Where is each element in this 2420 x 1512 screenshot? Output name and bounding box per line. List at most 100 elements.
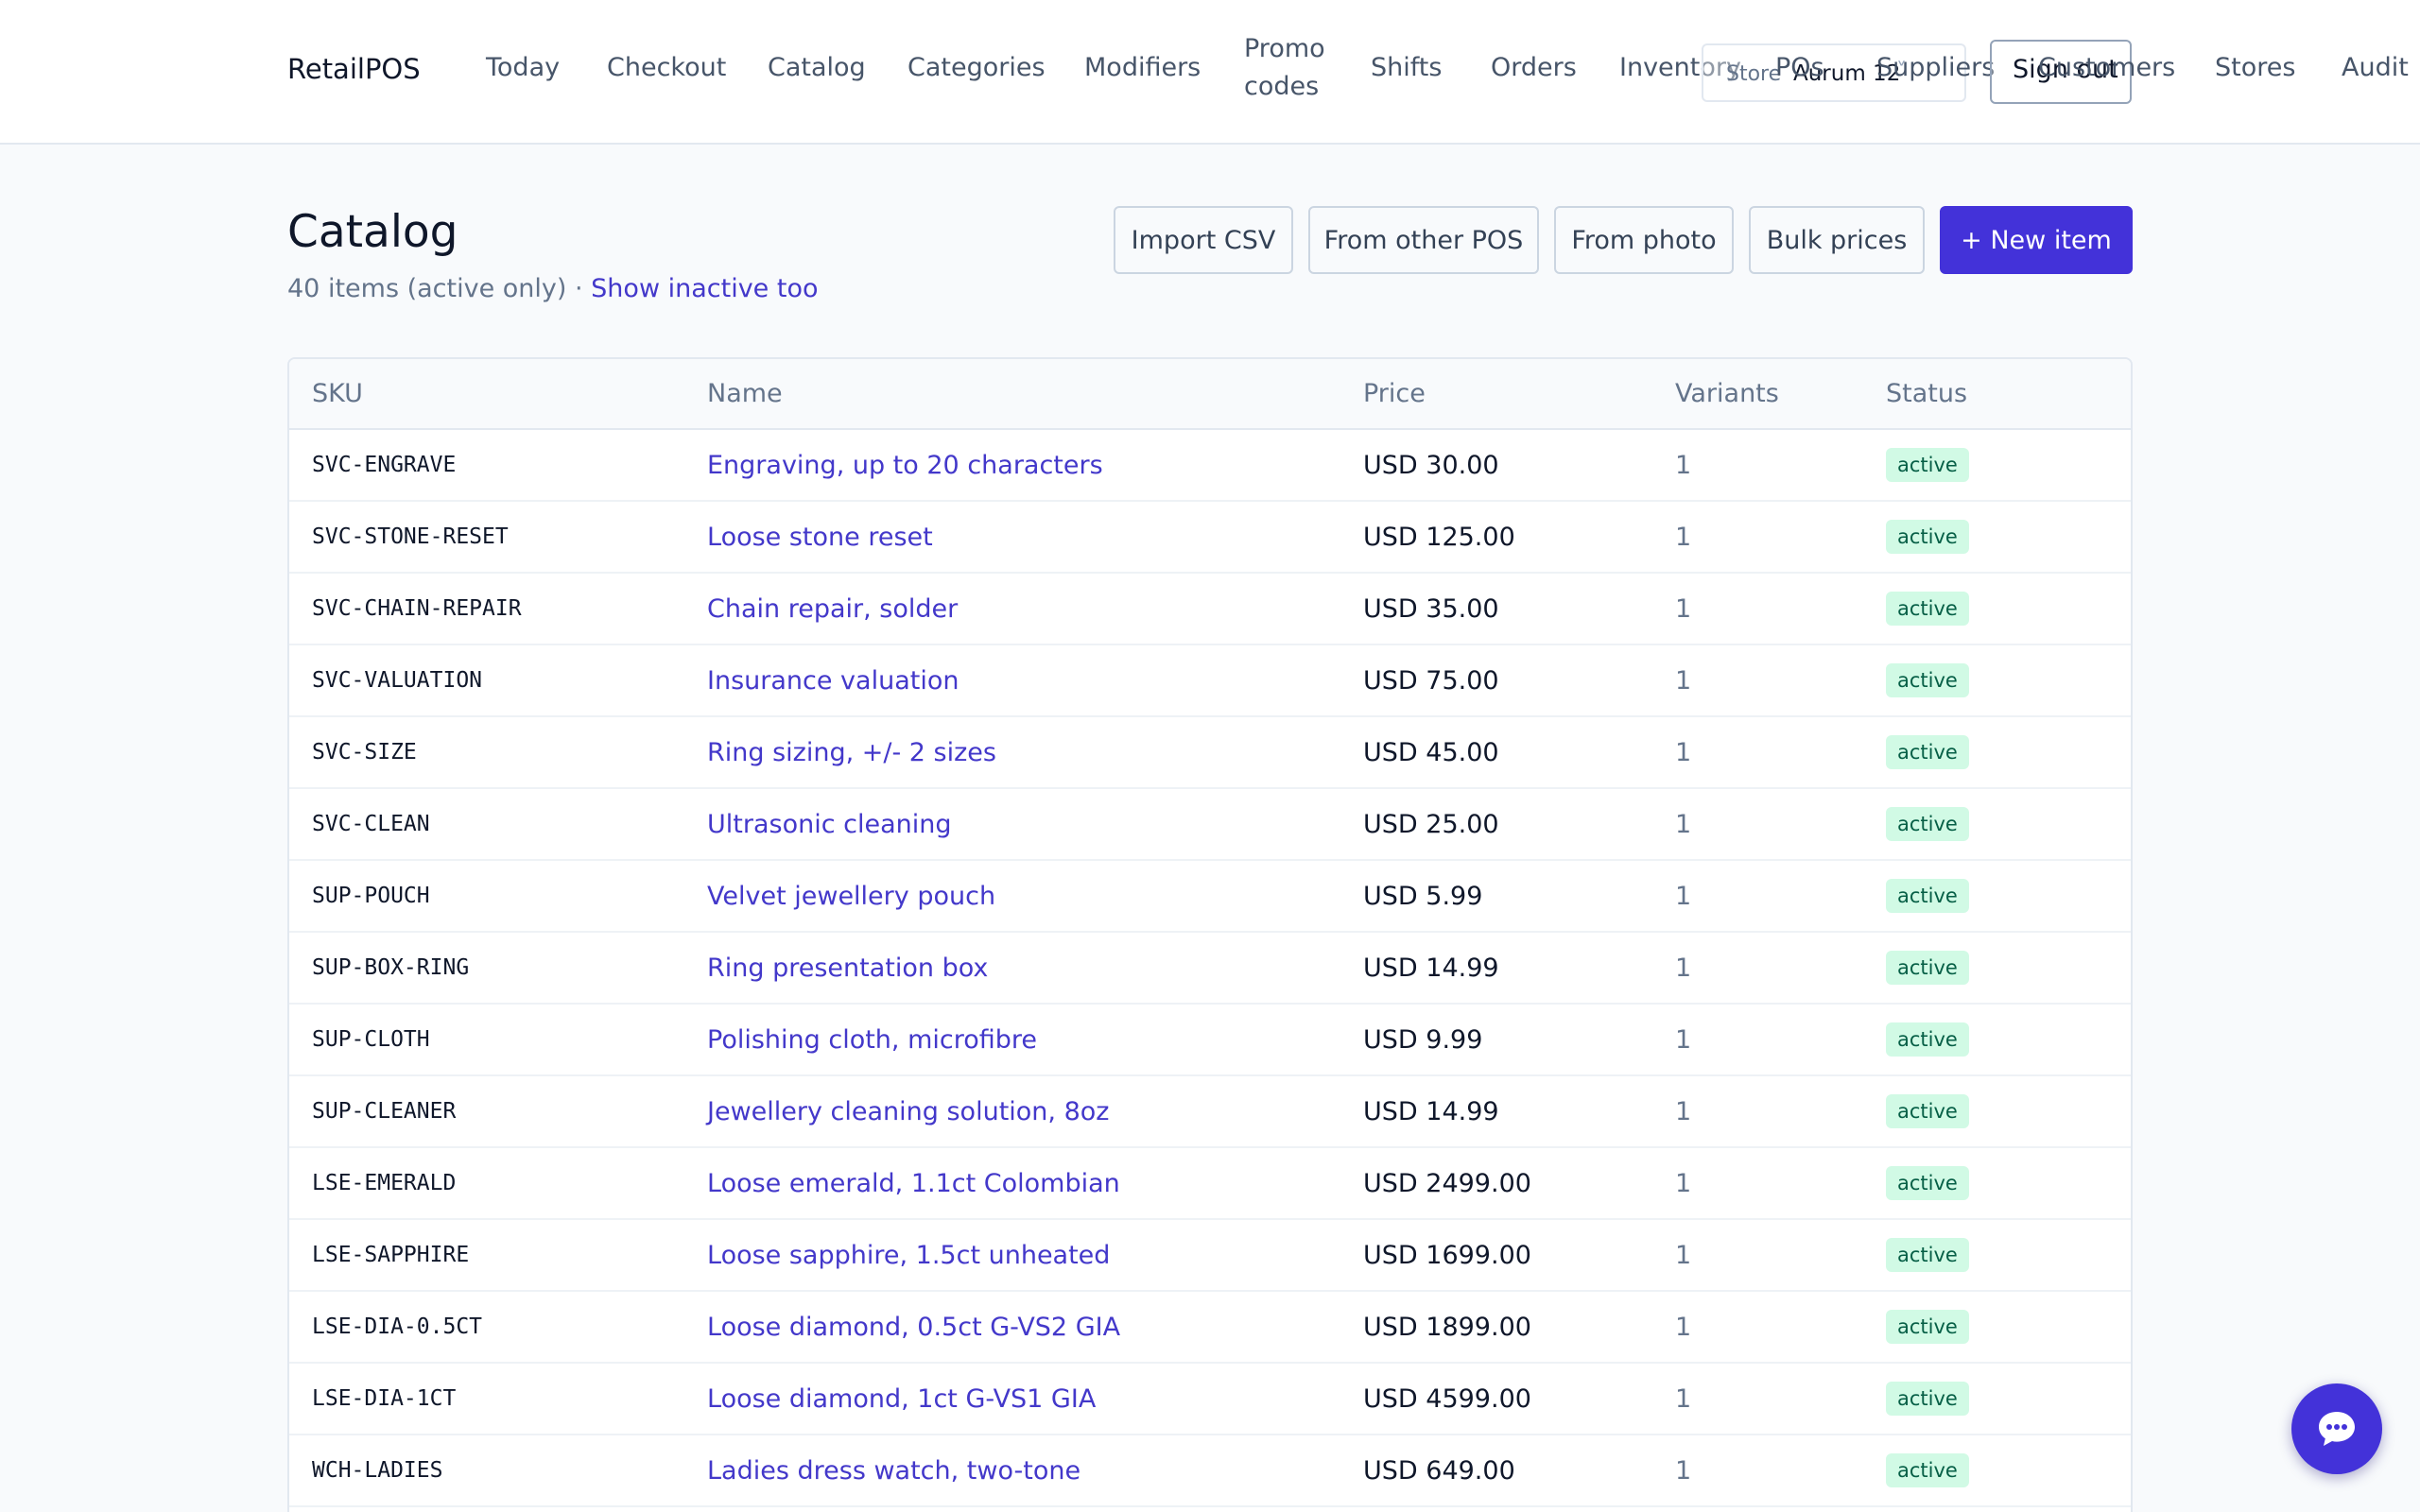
- item-price-cell: USD 14.99: [1340, 1075, 1652, 1147]
- item-price-cell: USD 9.99: [1340, 1004, 1652, 1075]
- bulk-prices-button[interactable]: Bulk prices: [1749, 206, 1925, 274]
- item-sku: SVC-STONE-RESET: [312, 524, 509, 549]
- status-badge: active: [1886, 663, 1969, 697]
- item-price: USD 2499.00: [1363, 1168, 1531, 1198]
- column-header-variants[interactable]: Variants: [1652, 359, 1863, 430]
- item-name-link[interactable]: Loose diamond, 1ct G-VS1 GIA: [707, 1383, 1097, 1414]
- new-item-button[interactable]: + New item: [1940, 206, 2133, 274]
- nav-item-today[interactable]: Today: [486, 53, 561, 82]
- item-name-link[interactable]: Chain repair, solder: [707, 593, 959, 624]
- sign-out-label: Sign out: [2013, 55, 2118, 84]
- nav-item-audit[interactable]: Audit: [2342, 53, 2409, 82]
- status-badge-cell: active: [1863, 1075, 2131, 1147]
- item-name-link[interactable]: Ladies dress watch, two-tone: [707, 1455, 1081, 1486]
- store-selector-value: Aurum 12: [1793, 61, 1901, 86]
- status-badge: active: [1886, 592, 1969, 626]
- column-header-status[interactable]: Status: [1863, 359, 2131, 430]
- table-row[interactable]: SUP-CLOTH Polishing cloth, microfibre USD …: [289, 1004, 2131, 1075]
- import-csv-button[interactable]: Import CSV: [1114, 206, 1293, 274]
- nav-item-checkout[interactable]: Checkout: [607, 53, 727, 82]
- nav-item-stores[interactable]: Stores: [2215, 53, 2296, 82]
- page-title: Catalog: [287, 206, 458, 258]
- table-row[interactable]: SVC-SIZE Ring sizing, +/- 2 sizes USD 45.0…: [289, 716, 2131, 788]
- item-price: USD 9.99: [1363, 1024, 1483, 1055]
- sign-out-button[interactable]: Sign out: [1990, 40, 2132, 104]
- show-inactive-link[interactable]: Show inactive too: [591, 274, 819, 303]
- table-row[interactable]: SUP-POUCH Velvet jewellery pouch USD 5.99 1…: [289, 860, 2131, 932]
- table-row[interactable]: SUP-BOX-RING Ring presentation box USD 14.…: [289, 932, 2131, 1004]
- nav-item-suppliers[interactable]: Suppliers: [1876, 53, 1996, 82]
- item-sku-cell: SVC-STONE-RESET: [289, 501, 684, 573]
- item-name-link[interactable]: Engraving, up to 20 characters: [707, 450, 1103, 480]
- status-badge-cell: active: [1863, 501, 2131, 573]
- store-selector-label: Store: [1726, 62, 1782, 86]
- item-price: USD 1699.00: [1363, 1240, 1531, 1270]
- item-name-link[interactable]: Ring sizing, +/- 2 sizes: [707, 737, 996, 767]
- table-row[interactable]: WCH-LADIES Ladies dress watch, two-tone US…: [289, 1435, 2131, 1506]
- nav-item-inventory[interactable]: Inventory: [1619, 53, 1741, 82]
- table-row[interactable]: SVC-CLEAN Ultrasonic cleaning USD 25.00 1 ac…: [289, 788, 2131, 860]
- item-price: USD 25.00: [1363, 809, 1499, 839]
- item-name-link-cell: Chain repair, solder: [684, 573, 1340, 644]
- item-price-cell: USD 35.00: [1340, 573, 1652, 644]
- from-photo-button[interactable]: From photo: [1554, 206, 1734, 274]
- item-price-cell: USD 25.00: [1340, 788, 1652, 860]
- table-row[interactable]: SVC-STONE-RESET Loose stone reset USD 125.…: [289, 501, 2131, 573]
- item-name-link-cell: Ring presentation box: [684, 932, 1340, 1004]
- chat-support-button[interactable]: [2291, 1383, 2382, 1474]
- item-variant-count: 1: [1675, 593, 1692, 624]
- item-name-link[interactable]: Jewellery cleaning solution, 8oz: [707, 1096, 1110, 1126]
- nav-item-categories[interactable]: Categories: [908, 53, 1046, 82]
- column-header-name[interactable]: Name: [684, 359, 1340, 430]
- from-other-pos-button[interactable]: From other POS: [1308, 206, 1539, 274]
- table-row[interactable]: SVC-ENGRAVE Engraving, up to 20 character…: [289, 429, 2131, 501]
- status-badge: active: [1886, 879, 1969, 913]
- item-name-link[interactable]: Ultrasonic cleaning: [707, 809, 952, 839]
- nav-item-promo-codes[interactable]: Promo codes: [1244, 34, 1325, 101]
- table-row[interactable]: LSE-DIA-1CT Loose diamond, 1ct G-VS1 GIA U…: [289, 1363, 2131, 1435]
- table-row[interactable]: LSE-DIA-0.5CT Loose diamond, 0.5ct G-VS2 …: [289, 1291, 2131, 1363]
- brand-logo[interactable]: RetailPOS: [287, 53, 421, 85]
- item-price-cell: USD 1699.00: [1340, 1219, 1652, 1291]
- table-row[interactable]: LSE-EMERALD Loose emerald, 1.1ct Colombia…: [289, 1147, 2131, 1219]
- item-sku-cell: SUP-POUCH: [289, 860, 684, 932]
- nav-item-pos[interactable]: POs: [1775, 53, 1824, 82]
- item-variant-count-cell: 1: [1652, 501, 1863, 573]
- item-sku: SVC-VALUATION: [312, 668, 483, 693]
- item-price-cell: USD 2499.00: [1340, 1147, 1652, 1219]
- item-variant-count: 1: [1675, 1312, 1692, 1342]
- item-name-link[interactable]: Insurance valuation: [707, 665, 959, 696]
- status-badge-cell: active: [1863, 788, 2131, 860]
- nav-item-customers[interactable]: Customers: [2038, 53, 2176, 82]
- item-name-link[interactable]: Loose stone reset: [707, 522, 933, 552]
- nav-item-shifts[interactable]: Shifts: [1371, 53, 1443, 82]
- column-header-sku[interactable]: SKU: [289, 359, 684, 430]
- table-row[interactable]: SVC-CHAIN-REPAIR Chain repair, solder USD …: [289, 573, 2131, 644]
- nav-item-modifiers[interactable]: Modifiers: [1084, 53, 1201, 82]
- nav-item-catalog[interactable]: Catalog: [768, 53, 866, 82]
- item-sku-cell: SUP-CLEANER: [289, 1075, 684, 1147]
- item-variant-count-cell: 1: [1652, 788, 1863, 860]
- store-selector[interactable]: Store Aurum 12 ˅: [1702, 43, 1966, 102]
- top-navigation-bar: RetailPOS Today Checkout Catalog Categor…: [0, 0, 2420, 145]
- item-price: USD 125.00: [1363, 522, 1515, 552]
- item-name-link[interactable]: Loose sapphire, 1.5ct unheated: [707, 1240, 1111, 1270]
- item-variant-count-cell: 1: [1652, 573, 1863, 644]
- item-name-link[interactable]: Loose emerald, 1.1ct Colombian: [707, 1168, 1120, 1198]
- item-variant-count: 1: [1675, 1024, 1692, 1055]
- item-name-link[interactable]: Loose diamond, 0.5ct G-VS2 GIA: [707, 1312, 1121, 1342]
- item-price: USD 75.00: [1363, 665, 1499, 696]
- table-row[interactable]: LSE-SAPPHIRE Loose sapphire, 1.5ct unheat…: [289, 1219, 2131, 1291]
- table-row[interactable]: SUP-CLEANER Jewellery cleaning solution, …: [289, 1075, 2131, 1147]
- nav-item-orders[interactable]: Orders: [1491, 53, 1577, 82]
- item-sku-cell: LSE-DIA-1CT: [289, 1363, 684, 1435]
- item-name-link[interactable]: Ring presentation box: [707, 953, 989, 983]
- item-name-link[interactable]: Polishing cloth, microfibre: [707, 1024, 1038, 1055]
- column-header-price[interactable]: Price: [1340, 359, 1652, 430]
- status-badge: active: [1886, 1094, 1969, 1128]
- status-badge: active: [1886, 1310, 1969, 1344]
- table-header-row: SKU Name Price Variants Status: [289, 359, 2131, 430]
- item-name-link[interactable]: Velvet jewellery pouch: [707, 881, 996, 911]
- item-price: USD 14.99: [1363, 953, 1499, 983]
- table-row[interactable]: SVC-VALUATION Insurance valuation USD 75.0…: [289, 644, 2131, 716]
